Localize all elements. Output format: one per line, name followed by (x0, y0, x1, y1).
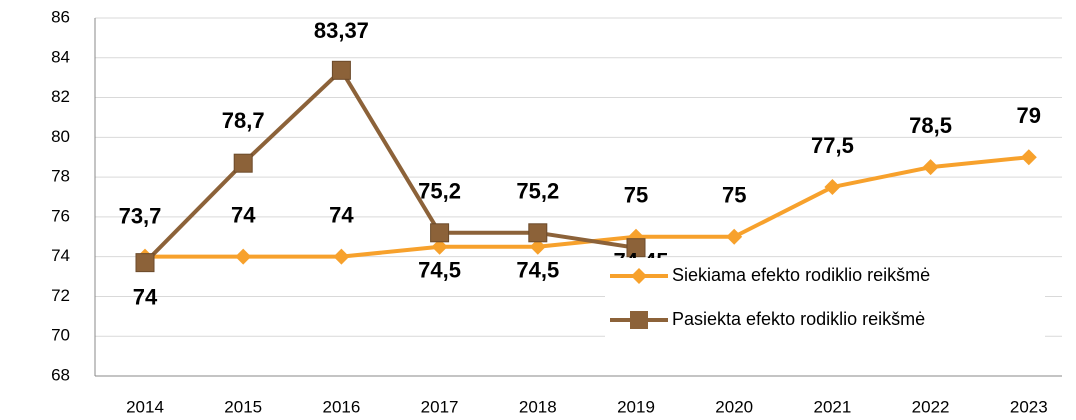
y-tick-label: 82 (51, 87, 70, 106)
point-marker (528, 223, 548, 243)
legend-label: Pasiekta efekto rodiklio reikšmė (672, 309, 925, 329)
point-marker (430, 223, 450, 243)
value-label: 74,5 (516, 258, 559, 283)
value-label: 75 (722, 183, 746, 208)
legend-label: Siekiama efekto rodiklio reikšmė (672, 265, 930, 285)
value-label: 75,2 (516, 179, 559, 204)
y-tick-label: 86 (51, 7, 70, 26)
x-tick-label: 2019 (617, 397, 655, 416)
value-label: 75,2 (418, 179, 461, 204)
point-marker (529, 238, 546, 255)
value-label: 75 (624, 183, 648, 208)
value-label: 74 (133, 284, 158, 309)
x-tick-label: 2015 (224, 397, 262, 416)
x-tick-label: 2016 (322, 397, 360, 416)
y-tick-label: 70 (51, 326, 70, 345)
value-label: 74 (231, 202, 256, 227)
point-marker (726, 228, 743, 245)
point-marker (333, 248, 350, 265)
y-tick-label: 84 (51, 47, 70, 66)
x-tick-label: 2014 (126, 397, 164, 416)
value-label: 73,7 (119, 203, 162, 228)
value-label: 79 (1017, 103, 1041, 128)
point-marker (626, 238, 646, 258)
legend-marker (630, 311, 648, 329)
point-marker (331, 60, 351, 80)
y-tick-label: 74 (51, 246, 70, 265)
point-marker (824, 179, 841, 196)
point-marker (431, 238, 448, 255)
x-tick-label: 2017 (421, 397, 459, 416)
series-line (143, 68, 637, 265)
y-tick-label: 80 (51, 127, 70, 146)
point-marker (235, 248, 252, 265)
value-label: 78,7 (222, 108, 265, 133)
point-marker (135, 253, 155, 273)
legend-background (605, 258, 1045, 340)
point-marker (922, 159, 939, 176)
x-tick-label: 2022 (912, 397, 950, 416)
point-marker (233, 153, 253, 173)
value-label: 78,5 (909, 113, 952, 138)
legend: Siekiama efekto rodiklio reikšmė Pasiekta… (605, 258, 1045, 340)
x-tick-label: 2020 (715, 397, 753, 416)
point-marker (1020, 149, 1037, 166)
value-label: 83,37 (314, 18, 369, 43)
y-tick-label: 78 (51, 167, 70, 186)
x-tick-label: 2018 (519, 397, 557, 416)
value-label: 74,5 (418, 258, 461, 283)
legend-marker (631, 268, 647, 284)
y-tick-label: 72 (51, 286, 70, 305)
y-tick-label: 76 (51, 206, 70, 225)
x-tick-label: 2023 (1010, 397, 1048, 416)
value-label: 77,5 (811, 133, 854, 158)
y-tick-label: 68 (51, 365, 70, 384)
value-label: 74 (329, 202, 354, 227)
x-tick-label: 2021 (813, 397, 851, 416)
